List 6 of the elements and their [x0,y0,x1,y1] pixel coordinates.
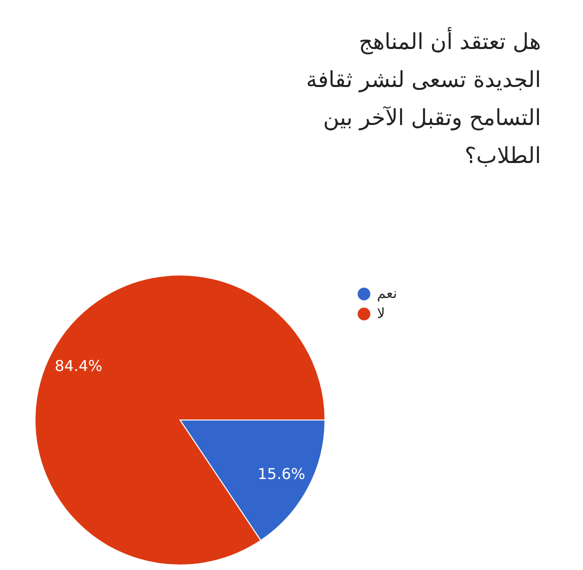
legend-label: لا [377,306,385,322]
legend-label: نعم [377,286,397,302]
chart-title: هل تعتقد أن المناهج الجديدة تسعى لنشر ثقافة التسامح وتقبل الآخر بين الطلاب؟ [305,26,541,171]
pie-slice [34,274,326,566]
data-label: 15.6% [258,465,306,484]
data-label: 84.4% [54,356,102,375]
